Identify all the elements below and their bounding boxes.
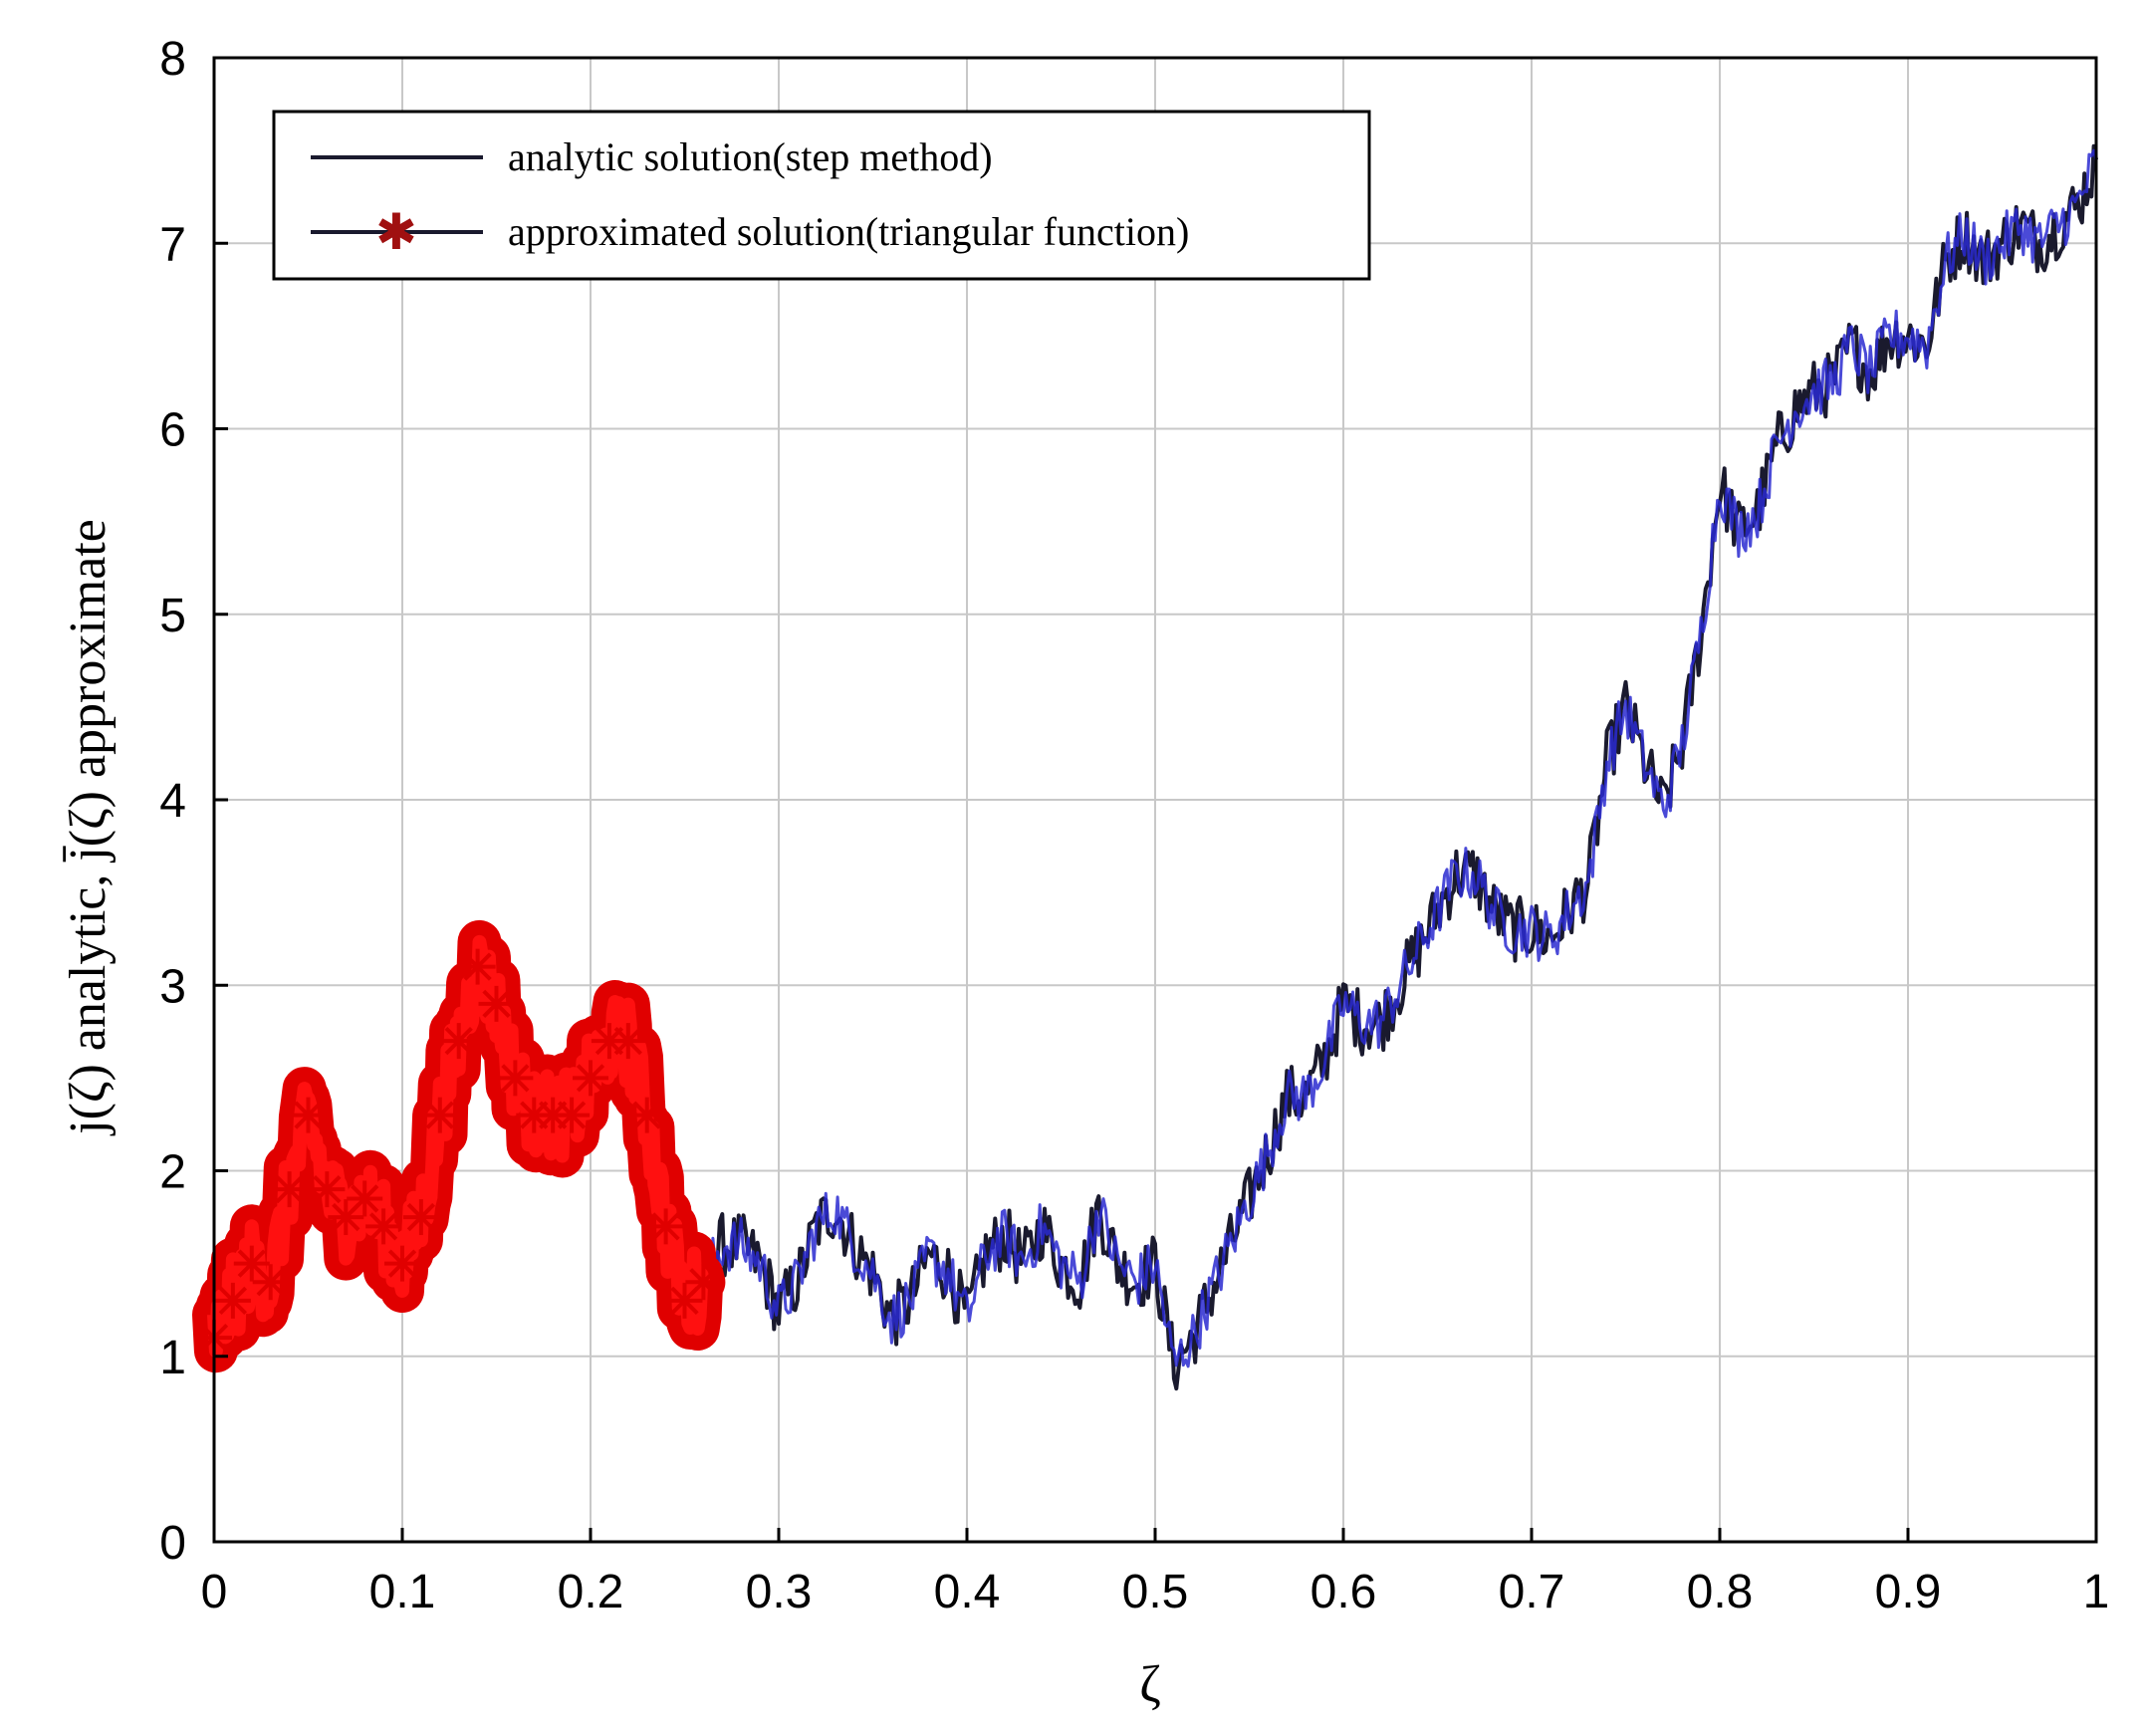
x-tick-label: 0.5	[1122, 1566, 1189, 1618]
approximated-point-marker	[685, 1264, 722, 1301]
approximated-point-marker	[365, 1208, 402, 1245]
y-tick-label: 5	[159, 590, 186, 642]
y-axis-title: j(ζ) analytic, j̄(ζ) approximate	[60, 519, 117, 1136]
x-tick-label: 0.7	[1499, 1566, 1565, 1618]
y-tick-label: 6	[159, 404, 186, 457]
x-tick-label: 0.4	[934, 1566, 1001, 1618]
x-tick-label: 0.6	[1310, 1566, 1377, 1618]
y-tick-label: 8	[159, 33, 186, 86]
x-axis-title: ζ	[1139, 1656, 1161, 1713]
x-tick-label: 0.9	[1875, 1566, 1942, 1618]
x-tick-label: 0.3	[746, 1566, 813, 1618]
series-layer	[192, 143, 2098, 1391]
approximated-point-marker	[459, 948, 496, 985]
approximated-point-marker	[290, 1097, 327, 1133]
y-tick-labels: 0 1 2 3 4 5 6 7 8	[159, 33, 186, 1570]
approximated-point-marker	[440, 1023, 477, 1060]
approximated-point-marker	[384, 1245, 420, 1282]
approximated-point-marker	[478, 985, 515, 1022]
approximated-point-marker	[647, 1208, 684, 1245]
x-tick-label: 0	[201, 1566, 228, 1618]
approximated-point-marker	[214, 1282, 251, 1319]
y-tick-label: 3	[159, 960, 186, 1013]
approximated-point-marker	[271, 1171, 308, 1208]
y-tick-label: 2	[159, 1146, 186, 1199]
x-tick-label: 0.1	[369, 1566, 436, 1618]
x-tick-labels: 0 0.1 0.2 0.3 0.4 0.5 0.6 0.7 0.8 0.9 1	[201, 1566, 2110, 1618]
series-approx-continuation	[683, 148, 2098, 1368]
approximated-point-marker	[628, 1097, 665, 1133]
legend-star-marker: ✱	[375, 204, 417, 260]
y-tick-label: 0	[159, 1517, 186, 1570]
x-tick-label: 0.8	[1687, 1566, 1754, 1618]
y-tick-label: 4	[159, 775, 186, 828]
approximated-point-marker	[402, 1199, 439, 1236]
approximated-point-marker	[347, 1180, 383, 1217]
legend-box	[272, 110, 1371, 281]
legend-label-approximated: approximated solution(triangular functio…	[508, 209, 1189, 254]
approximated-point-marker	[554, 1097, 591, 1133]
approximated-point-marker	[609, 1023, 646, 1060]
approximated-point-marker	[421, 1097, 458, 1133]
tick-layer	[212, 56, 2098, 1544]
approximated-point-marker	[252, 1264, 289, 1301]
approximated-point-marker	[573, 1060, 608, 1097]
x-tick-label: 1	[2083, 1566, 2110, 1618]
legend-label-analytic: analytic solution(step method)	[508, 134, 993, 179]
legend: analytic solution(step method) ✱ approxi…	[272, 110, 1371, 281]
y-tick-label: 7	[159, 218, 186, 271]
y-tick-label: 1	[159, 1332, 186, 1384]
approximated-point-marker	[497, 1060, 534, 1097]
x-tick-label: 0.2	[558, 1566, 624, 1618]
approximated-point-marker	[309, 1171, 346, 1208]
